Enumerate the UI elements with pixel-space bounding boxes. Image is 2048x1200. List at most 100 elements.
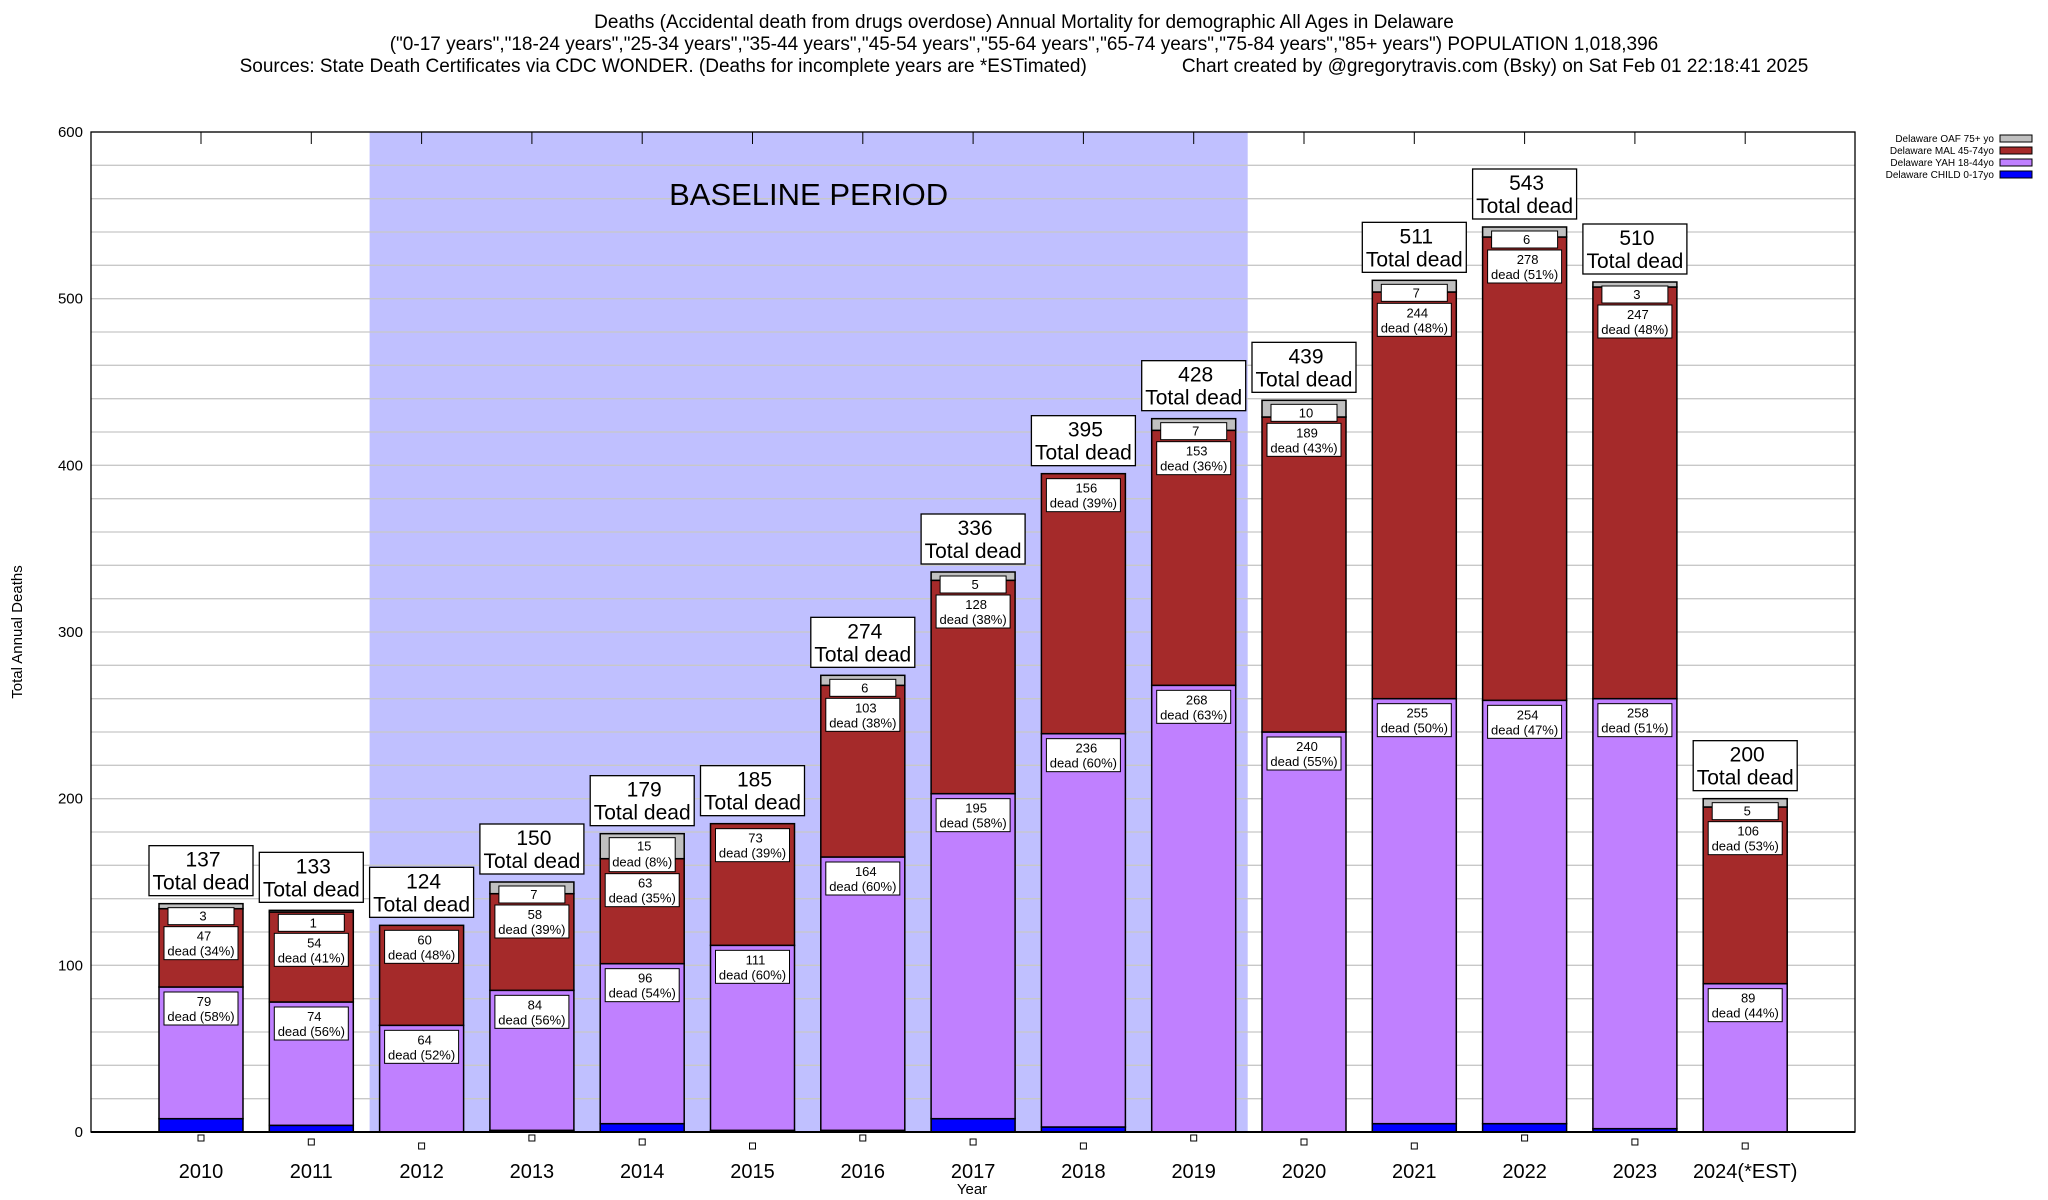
oaf-label-box — [829, 678, 897, 697]
total-label-value: 511 — [1400, 225, 1433, 248]
total-label-value: 124 — [406, 870, 441, 893]
x-tick-label: 2024(*EST) — [1693, 1161, 1798, 1183]
point-marker — [418, 1142, 426, 1150]
segment-label-box — [1156, 689, 1232, 724]
segment-label-percent: dead (38%) — [939, 612, 1006, 627]
baseline-period-label: BASELINE PERIOD — [669, 177, 948, 212]
x-tick-label: 2018 — [1061, 1161, 1106, 1183]
total-label-value: 510 — [1619, 227, 1654, 250]
chart-title: Deaths (Accidental death from drugs over… — [594, 12, 1454, 33]
point-marker — [307, 1138, 315, 1146]
y-tick-label: 400 — [58, 457, 83, 474]
total-label-suffix: Total dead — [704, 792, 801, 815]
segment-label-box — [163, 926, 239, 961]
bar-segment-oaf — [268, 909, 355, 913]
oaf-label-box — [1270, 403, 1338, 422]
total-label-box — [368, 866, 475, 918]
point-marker — [1190, 1134, 1198, 1142]
legend-label: Delaware MAL 45-74yo — [1890, 146, 1995, 157]
total-label-value: 185 — [737, 769, 772, 792]
segment-label-value: 236 — [1076, 741, 1098, 756]
segment-label-percent: dead (36%) — [1160, 459, 1227, 474]
total-label-value: 395 — [1068, 419, 1103, 442]
segment-label-value: 156 — [1076, 481, 1098, 496]
legend-label: Delaware CHILD 0-17yo — [1886, 170, 1995, 181]
point-marker — [1631, 1138, 1639, 1146]
segment-label-box — [1487, 249, 1563, 284]
total-label-box — [920, 513, 1026, 565]
segment-label-value: 96 — [638, 971, 652, 986]
segment-label-percent: dead (51%) — [1491, 267, 1558, 282]
segment-label-box — [384, 1029, 460, 1064]
segment-label-percent: dead (58%) — [939, 816, 1006, 831]
oaf-label-value: 7 — [1192, 424, 1199, 439]
y-axis-label: Total Annual Deaths — [9, 565, 26, 698]
total-label-suffix: Total dead — [925, 540, 1022, 563]
segment-label-value: 195 — [965, 801, 987, 816]
segment-label-box — [1707, 988, 1783, 1023]
segment-label-box — [1707, 821, 1783, 856]
point-marker — [969, 1138, 977, 1146]
segment-label-percent: dead (55%) — [1270, 754, 1337, 769]
segment-label-percent: dead (60%) — [829, 879, 896, 894]
bar-segment-mal — [1592, 286, 1678, 700]
total-label-value: 179 — [627, 779, 662, 802]
segment-label-value: 258 — [1627, 706, 1649, 721]
segment-label-box — [715, 949, 790, 984]
oaf-label-value: 5 — [971, 577, 978, 592]
total-label-suffix: Total dead — [1035, 442, 1132, 465]
total-label-box — [148, 845, 254, 897]
segment-label-percent: dead (56%) — [498, 1012, 565, 1027]
total-label-box — [1692, 740, 1798, 792]
segment-label-value: 60 — [417, 932, 431, 947]
total-label-suffix: Total dead — [1697, 767, 1794, 790]
segment-label-value: 189 — [1296, 425, 1318, 440]
total-label-value: 133 — [296, 855, 331, 878]
segment-label-percent: dead (41%) — [278, 950, 345, 965]
y-tick-label: 300 — [58, 624, 83, 641]
segment-label-percent: dead (53%) — [1712, 839, 1779, 854]
y-tick-label: 600 — [58, 124, 83, 141]
y-tick-label: 200 — [58, 791, 83, 808]
x-tick-label: 2017 — [951, 1161, 996, 1183]
bar-segment-yah — [1040, 732, 1127, 1128]
segment-label-percent: dead (48%) — [1601, 322, 1668, 337]
segment-label-percent: dead (60%) — [719, 967, 786, 982]
total-label-suffix: Total dead — [483, 850, 580, 873]
total-label-value: 336 — [958, 517, 993, 540]
segment-label-box — [1597, 304, 1673, 339]
segment-label-value: 103 — [855, 700, 877, 715]
segment-label-box — [1597, 703, 1673, 738]
bar-segment-mal — [1371, 291, 1458, 700]
oaf-label-box — [939, 575, 1007, 594]
total-label-box — [1582, 223, 1688, 275]
x-tick-label: 2011 — [290, 1161, 333, 1183]
segment-label-box — [1266, 736, 1342, 771]
total-label-suffix: Total dead — [1586, 250, 1683, 273]
segment-label-value: 268 — [1186, 692, 1208, 707]
total-label-suffix: Total dead — [1145, 387, 1242, 410]
total-label-value: 428 — [1178, 364, 1213, 387]
segment-label-box — [273, 932, 349, 967]
oaf-label-value: 1 — [310, 915, 317, 930]
segment-label-percent: dead (51%) — [1601, 721, 1668, 736]
segment-label-percent: dead (54%) — [609, 986, 676, 1001]
segment-label-value: 63 — [638, 876, 652, 891]
segment-label-box — [825, 861, 901, 896]
total-label-box — [1141, 360, 1247, 412]
total-label-suffix: Total dead — [1476, 195, 1573, 218]
segment-label-percent: dead (48%) — [1381, 320, 1448, 335]
y-tick-label: 500 — [58, 291, 83, 308]
segment-label-value: 89 — [1741, 991, 1755, 1006]
total-label-value: 137 — [185, 849, 220, 872]
segment-label-box — [1376, 703, 1452, 738]
total-label-suffix: Total dead — [814, 643, 911, 666]
oaf-label-value: 6 — [861, 680, 868, 695]
segment-label-box — [825, 697, 901, 732]
segment-label-box — [604, 873, 680, 908]
